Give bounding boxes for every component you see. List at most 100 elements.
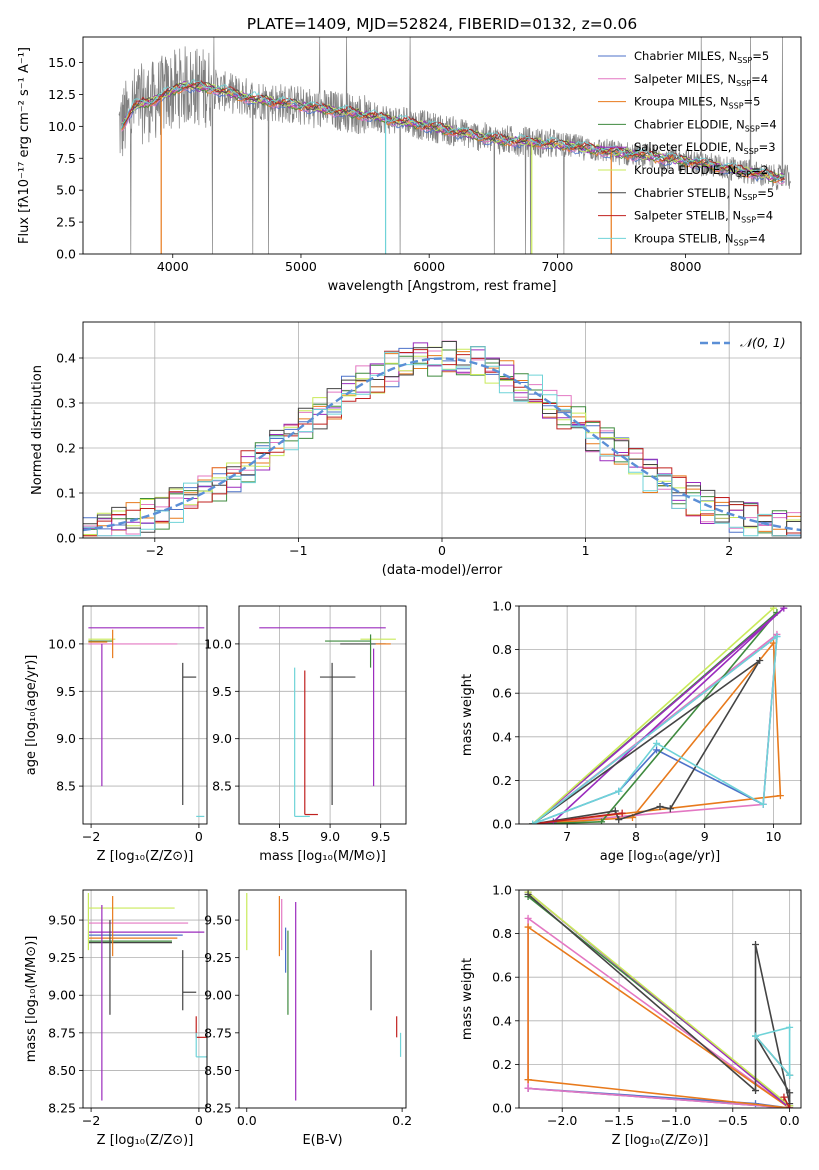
legend-label-kroupa_miles: Kroupa MILES, NSSP=5: [634, 95, 761, 111]
legend-n-value: 3: [768, 140, 775, 154]
x-tick-label: 7: [563, 829, 571, 844]
x-tick-label: −0.5: [718, 1113, 748, 1128]
weight-marker-salpeter_miles: [524, 1084, 532, 1092]
y-tick-label: 10.0: [48, 636, 76, 651]
y-tick-label: 0.2: [492, 773, 512, 788]
x-tick-label: 0: [438, 543, 446, 558]
axes-frame: [238, 889, 407, 1109]
y-axis-label: Flux [fλ10⁻¹⁷ erg cm⁻² s⁻¹ A⁻¹]: [17, 47, 32, 244]
y-tick-label: 8.50: [204, 1063, 232, 1078]
y-tick-label: 8.75: [204, 1025, 232, 1040]
y-tick-label: 9.5: [56, 684, 76, 699]
weight-marker-chabrier_stelib: [666, 805, 674, 813]
weight-marker-chabrier_miles: [653, 746, 661, 754]
gaussian-curve: [83, 357, 801, 532]
legend-label-salpeter_elodie: Salpeter ELODIE, NSSP=3: [634, 140, 776, 156]
legend-n-value: 4: [758, 231, 765, 245]
plot-area-weight_vs_Z: [519, 890, 801, 1108]
x-tick-label: 5000: [285, 259, 317, 274]
weight-marker-salpeter_stelib: [786, 1104, 794, 1108]
legend-label-chabrier_miles: Chabrier MILES, NSSP=5: [634, 49, 769, 65]
y-tick-label: 2.5: [56, 215, 76, 230]
chart-weight_vs_age: 7 8 9 10 0.0 0.2 0.4 0.6 0.8 1.0 age [log₁₀(age/yr…: [460, 599, 802, 864]
x-tick-label: 9: [701, 829, 709, 844]
legend-label-text: Kroupa MILES, N: [634, 95, 729, 109]
weight-marker-salpeter_stelib: [618, 809, 626, 817]
legend-label-text: Salpeter ELODIE, N: [634, 140, 744, 154]
legend-label-text: Salpeter STELIB, N: [634, 209, 741, 223]
y-tick-label: 0.4: [56, 351, 76, 366]
legend-n-value: 4: [766, 209, 773, 223]
x-tick-label: 9.5: [371, 829, 391, 844]
y-tick-label: 0.4: [492, 729, 512, 744]
figure-title: PLATE=1409, MJD=52824, FIBERID=0132, z=0…: [247, 15, 637, 33]
axes-frame: [518, 889, 802, 1109]
x-axis-label: (data-model)/error: [382, 563, 503, 578]
legend-label-text: Salpeter MILES, N: [634, 72, 736, 86]
axes-frame: [82, 36, 802, 255]
weight-line-kroupa_elodie: [527, 891, 791, 1107]
y-tick-label: 1.0: [492, 883, 512, 898]
y-tick-label: 8.25: [48, 1101, 76, 1116]
y-axis-label: age [log₁₀(age/yr)]: [24, 655, 39, 776]
x-tick-label: 0.2: [392, 1113, 412, 1128]
legend-label-kroupa_stelib: Kroupa STELIB, NSSP=4: [634, 231, 766, 247]
chart-mass_vs_ebv: 0.0 0.2 8.25 8.50 8.75 9.00 9.25 9.50 E(B-V): [204, 889, 412, 1148]
plot-area-mass_vs_ebv: [246, 893, 402, 1101]
x-tick-label: 0.0: [237, 1113, 257, 1128]
x-axis-label: wavelength [Angstrom, rest frame]: [328, 279, 557, 294]
y-tick-label: 12.5: [48, 87, 76, 102]
gaussian-legend-label: 𝒩(0, 1): [740, 335, 786, 350]
legend-n-value: 5: [753, 95, 760, 109]
weight-marker-kroupa_elodie: [769, 606, 777, 612]
spectrum-data-line: [118, 37, 791, 254]
chart-spectrum: 4000 5000 6000 7000 8000 0.0 2.5 5.0 7.5 10.0 12.5…: [17, 36, 802, 294]
plot-area-residual_hist: [83, 322, 801, 538]
x-axis-label: Z [log₁₀(Z/Z⊙)]: [97, 849, 194, 864]
x-tick-label: 7000: [541, 259, 573, 274]
axes-frame: [238, 605, 407, 825]
y-tick-label: 9.5: [212, 684, 232, 699]
legend-equals: =: [744, 95, 754, 109]
weight-marker-salpeter_elodie: [780, 606, 788, 612]
weight-marker-chabrier_stelib: [752, 1087, 760, 1095]
y-tick-label: 15.0: [48, 55, 76, 70]
weight-line-kroupa_stelib: [754, 1026, 791, 1078]
weight-line-salpeter_miles: [527, 916, 791, 1108]
legend-label-text: Kroupa STELIB, N: [634, 231, 734, 245]
histogram-step-kroupa_elodie: [83, 346, 801, 537]
x-axis-label: age [log₁₀(age/yr)]: [600, 849, 721, 864]
y-tick-label: 0.6: [492, 686, 512, 701]
legend-label-text: Chabrier MILES, N: [634, 49, 737, 63]
weight-marker-kroupa_stelib: [615, 787, 623, 795]
chart-residual_hist: −2 −1 0 1 2 0.0 0.1 0.2 0.3 0.4 (data-model)/error…: [30, 321, 802, 578]
x-tick-label: 8000: [670, 259, 702, 274]
y-tick-label: 9.0: [56, 731, 76, 746]
plot-area-age_vs_mass: [239, 606, 406, 824]
legend-n-value: 2: [761, 163, 768, 177]
y-tick-label: 0.0: [492, 1101, 512, 1116]
chart-weight_vs_Z: −2.0 −1.5 −1.0 −0.5 0.0 0.0 0.2 0.4 0.6 0.8 1.0 Z […: [460, 883, 802, 1148]
y-tick-label: 1.0: [492, 599, 512, 614]
x-tick-label: −2.0: [547, 1113, 577, 1128]
plot-area-weight_vs_age: [519, 606, 801, 824]
y-axis-label: mass weight: [460, 674, 475, 756]
x-tick-label: 10: [766, 829, 782, 844]
weight-marker-salpeter_stelib: [780, 1093, 788, 1101]
x-tick-label: 8: [632, 829, 640, 844]
axes-frame: [82, 889, 208, 1109]
x-axis-label: mass [log₁₀(M/M⊙)]: [259, 849, 386, 864]
y-axis-label: mass [log₁₀(M/M⊙)]: [24, 936, 39, 1063]
weight-line-salpeter_elodie: [532, 607, 785, 824]
weight-marker-chabrier_stelib: [786, 1089, 794, 1097]
legend-label-chabrier_elodie: Chabrier ELODIE, NSSP=4: [634, 117, 777, 133]
weight-marker-kroupa_stelib: [653, 739, 661, 747]
legend-equals: =: [760, 117, 770, 131]
x-tick-label: 0: [195, 1113, 203, 1128]
x-tick-label: 0: [195, 829, 203, 844]
y-tick-label: 10.0: [204, 636, 232, 651]
weight-marker-kroupa_stelib: [786, 1071, 794, 1079]
x-tick-label: −1.5: [604, 1113, 634, 1128]
weight-marker-kroupa_miles: [524, 1076, 532, 1084]
